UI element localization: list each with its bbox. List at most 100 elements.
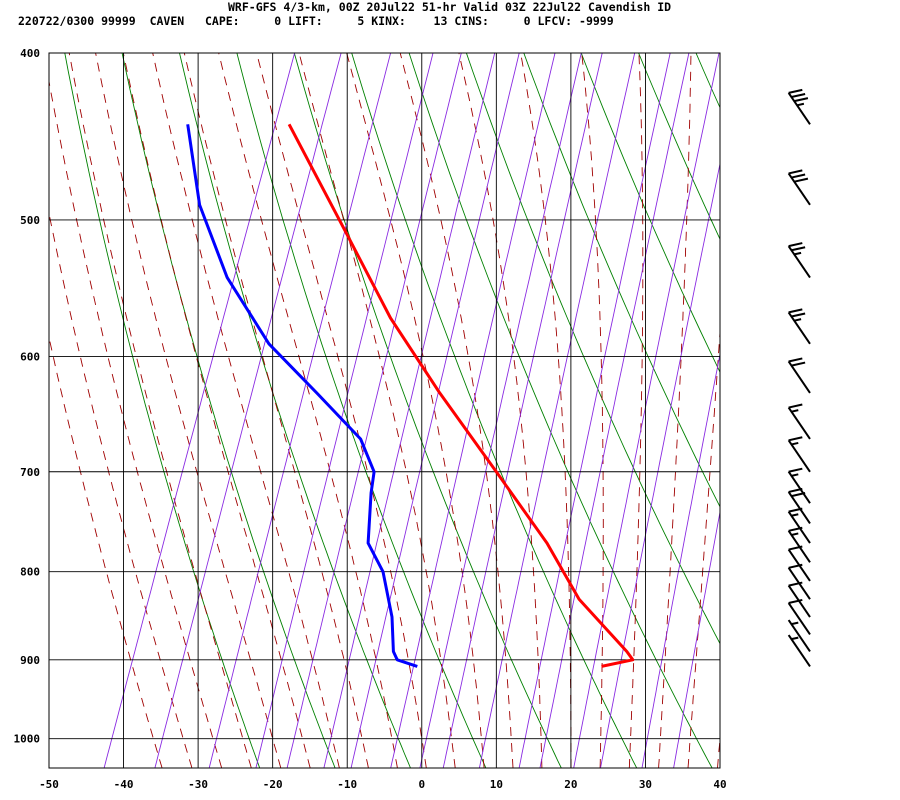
temp-tick--30: -30 — [188, 778, 208, 791]
dry-adiabat — [811, 53, 900, 768]
station-id: CAVEN — [149, 14, 185, 28]
stability-indices: 220722/0300 99999 CAVEN CAPE: 0 LIFT: 5 … — [18, 14, 614, 28]
temp-tick-30: 30 — [639, 778, 652, 791]
moist-adiabat — [152, 53, 340, 768]
moist-adiabat — [49, 211, 193, 768]
moist-adiabat — [717, 733, 720, 768]
mixing-ratio-line — [478, 53, 636, 768]
wind-barb — [787, 545, 811, 582]
dry-adiabat — [638, 53, 720, 241]
temp-tick--20: -20 — [263, 778, 283, 791]
mixing-ratio-line — [103, 53, 296, 768]
moist-adiabat — [68, 53, 252, 768]
cape-value: 0 — [274, 14, 282, 28]
kinx-label: KINX: — [371, 14, 406, 28]
wind-barb — [787, 242, 811, 279]
mixing-ratio-line — [518, 53, 671, 768]
mixing-ratio-line — [208, 53, 392, 768]
dry-adiabat — [179, 53, 411, 768]
dry-adiabat — [121, 53, 336, 768]
mixing-ratio-line — [419, 53, 582, 768]
moist-adiabat — [628, 53, 644, 768]
cins-label: CINS: — [454, 14, 489, 28]
wind-barb — [787, 563, 811, 600]
moist-adiabat — [49, 335, 163, 768]
wind-barb — [787, 403, 811, 440]
wind-barbs — [787, 88, 811, 667]
moist-adiabat — [658, 53, 692, 768]
dry-adiabat — [753, 53, 900, 768]
pressure-tick-800: 800 — [20, 566, 40, 579]
moist-adiabat — [298, 53, 456, 768]
pressure-tick-500: 500 — [20, 214, 40, 227]
mixing-ratio-line — [154, 53, 342, 768]
pressure-tick-700: 700 — [20, 466, 40, 479]
lift-value: 5 — [357, 14, 365, 28]
mixing-ratio-line — [442, 53, 603, 768]
chart-title: WRF-GFS 4/3-km, 00Z 20Jul22 51-hr Valid … — [228, 0, 672, 14]
mixing-ratio-line — [641, 351, 720, 768]
temp-tick-40: 40 — [713, 778, 726, 791]
moist-adiabat — [218, 53, 398, 768]
wind-barb — [787, 507, 811, 544]
moist-adiabat — [458, 53, 543, 768]
temp-tick--10: -10 — [337, 778, 357, 791]
wind-barb — [787, 88, 811, 125]
wind-barb — [787, 526, 811, 563]
wind-barb — [787, 357, 811, 394]
pressure-tick-900: 900 — [20, 654, 40, 667]
mixing-ratio-line — [255, 53, 434, 768]
dry-adiabat — [523, 53, 720, 508]
lfcv-label: LFCV: — [537, 14, 573, 28]
mixing-ratio-line — [600, 161, 720, 768]
moist-adiabat — [346, 53, 485, 768]
plot-frame — [48, 52, 721, 769]
lift-label: LIFT: — [288, 14, 323, 28]
valid-stamp: 220722/0300 99999 — [18, 14, 136, 28]
wind-barb — [787, 436, 811, 473]
temperature-trace — [287, 123, 635, 668]
moist-adiabat — [183, 53, 369, 768]
dry-adiabat — [408, 53, 713, 768]
mixing-ratio-line — [573, 53, 720, 768]
temp-tick-0: 0 — [418, 778, 425, 791]
dewpoint-trace — [186, 124, 418, 668]
moist-adiabat — [520, 53, 572, 768]
moist-adiabat — [687, 326, 720, 768]
cins-value: 0 — [523, 14, 531, 28]
pressure-tick-1000: 1000 — [14, 733, 41, 746]
moist-adiabat — [122, 53, 311, 768]
moist-adiabat — [581, 53, 604, 768]
cape-label: CAPE: — [204, 14, 240, 28]
wind-barb — [787, 634, 811, 667]
background-lines — [49, 53, 900, 768]
wind-barb — [787, 619, 811, 653]
pressure-tick-600: 600 — [20, 350, 40, 363]
wind-barb — [787, 467, 811, 504]
traces — [186, 123, 635, 668]
wind-barb — [787, 598, 811, 636]
mixing-ratio-line — [286, 53, 462, 768]
mixing-ratio-line — [673, 509, 720, 768]
dry-adiabat — [868, 53, 900, 768]
dry-adiabat — [236, 53, 487, 768]
pressure-tick-labels: 400 500 600 700 800 900 1000 — [14, 47, 41, 746]
temp-tick-20: 20 — [564, 778, 577, 791]
lfcv-value: -9999 — [579, 14, 614, 28]
moist-adiabat — [399, 53, 514, 768]
kinx-value: 13 — [433, 14, 448, 28]
temp-tick--50: -50 — [39, 778, 59, 791]
wind-barb — [787, 487, 811, 524]
dry-adiabat — [351, 53, 638, 768]
wind-barb — [787, 308, 811, 345]
dry-adiabat — [580, 53, 720, 374]
temp-tick-10: 10 — [490, 778, 503, 791]
moist-adiabat — [95, 53, 282, 768]
mixing-ratio-line — [323, 53, 496, 768]
dry-adiabat — [64, 53, 261, 768]
moist-adiabat — [256, 53, 427, 768]
pressure-tick-400: 400 — [20, 47, 40, 60]
mixing-ratio-line — [390, 53, 556, 768]
grid — [49, 52, 720, 768]
